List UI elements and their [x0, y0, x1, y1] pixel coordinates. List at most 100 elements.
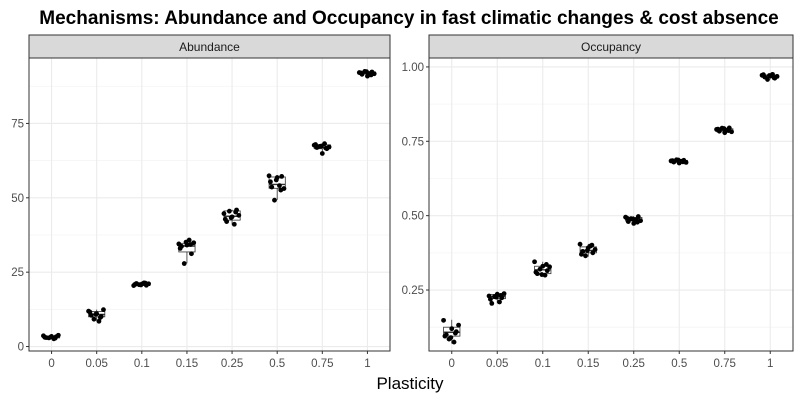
data-point — [358, 70, 364, 76]
panel-background — [429, 58, 793, 351]
x-tick-label: 0 — [48, 358, 54, 370]
data-point — [533, 269, 539, 275]
data-point — [456, 322, 461, 328]
x-tick-label: 0.1 — [535, 358, 551, 370]
y-tick-label: 0 — [18, 342, 24, 354]
data-point — [680, 159, 686, 165]
data-point — [181, 261, 187, 266]
data-point — [231, 221, 237, 227]
data-point — [55, 332, 61, 338]
data-point — [766, 73, 772, 78]
data-point — [721, 126, 727, 131]
data-point — [441, 317, 446, 323]
data-point — [42, 334, 48, 340]
data-point — [268, 179, 273, 185]
data-point — [233, 209, 239, 215]
data-point — [236, 212, 242, 218]
data-point — [368, 72, 374, 78]
x-tick-label: 0 — [449, 358, 455, 370]
data-point — [452, 330, 458, 336]
data-point — [493, 294, 499, 300]
data-point — [278, 187, 284, 193]
x-tick-label: 0.1 — [134, 358, 150, 370]
data-point — [761, 72, 766, 78]
data-point — [93, 311, 99, 317]
data-point — [539, 272, 545, 277]
x-tick-label: 1 — [364, 358, 370, 370]
data-point — [188, 242, 193, 247]
data-point — [183, 239, 189, 245]
data-point — [91, 316, 97, 322]
data-point — [589, 242, 595, 248]
data-point — [313, 142, 318, 147]
y-tick-label: 1.00 — [402, 62, 424, 74]
data-point — [631, 220, 637, 226]
data-point — [269, 184, 275, 190]
data-point — [279, 173, 285, 179]
y-tick-label: 0.25 — [402, 285, 424, 297]
data-point — [765, 77, 770, 82]
x-tick-label: 0.15 — [176, 358, 198, 370]
x-tick-label: 0.15 — [577, 358, 599, 370]
data-point — [266, 173, 272, 179]
data-point — [277, 183, 282, 189]
data-point — [48, 334, 54, 340]
data-point — [97, 314, 103, 320]
data-point — [132, 281, 138, 287]
strip-background — [428, 34, 794, 59]
data-point — [592, 247, 598, 252]
data-point — [497, 299, 502, 305]
y-tick-label: 0.75 — [402, 136, 424, 148]
data-point — [725, 128, 731, 133]
data-point — [579, 251, 584, 257]
data-point — [272, 197, 277, 203]
data-point — [451, 339, 457, 345]
x-axis-title: Plasticity — [376, 374, 444, 393]
data-point — [670, 158, 675, 164]
data-point — [189, 251, 194, 257]
panel-occupancy: Occupancy 0.25 0.50 0.75 1.00 0 0.05 0.1 0.15 0.2… — [402, 34, 794, 370]
data-point — [96, 318, 102, 324]
data-point — [101, 307, 106, 313]
y-tick-label: 25 — [11, 267, 24, 279]
data-point — [323, 145, 329, 151]
data-point — [498, 292, 504, 298]
data-point — [222, 216, 228, 222]
data-point — [177, 245, 183, 251]
x-tick-label: 0.25 — [221, 358, 243, 370]
x-tick-label: 0.75 — [311, 358, 333, 370]
data-point — [319, 151, 325, 156]
data-point — [228, 215, 234, 221]
strip-label: Abundance — [179, 40, 240, 54]
chart-title: Mechanisms: Abundance and Occupancy in f… — [39, 8, 778, 29]
y-tick-label: 50 — [11, 193, 24, 205]
y-tick-label: 0.50 — [402, 211, 424, 223]
data-point — [143, 280, 148, 286]
data-point — [540, 263, 546, 269]
x-tick-label: 0.05 — [85, 358, 107, 370]
data-point — [635, 214, 641, 219]
data-point — [273, 177, 279, 183]
data-point — [448, 335, 454, 341]
data-point — [584, 248, 590, 253]
data-point — [532, 259, 537, 265]
data-point — [138, 282, 144, 288]
data-point — [577, 241, 583, 247]
data-point — [87, 309, 93, 315]
data-point — [715, 126, 721, 132]
data-point — [364, 69, 369, 75]
strip-background — [28, 34, 391, 59]
x-tick-label: 0.75 — [714, 358, 736, 370]
x-tick-label: 0.25 — [623, 358, 645, 370]
data-point — [489, 301, 495, 306]
x-tick-label: 1 — [767, 358, 773, 370]
data-point — [630, 216, 636, 222]
data-point — [634, 219, 640, 225]
data-point — [319, 143, 324, 149]
data-point — [442, 333, 448, 339]
x-tick-label: 0.05 — [486, 358, 508, 370]
data-point — [624, 215, 630, 221]
y-tick-label: 75 — [11, 118, 24, 130]
data-point — [488, 296, 493, 302]
